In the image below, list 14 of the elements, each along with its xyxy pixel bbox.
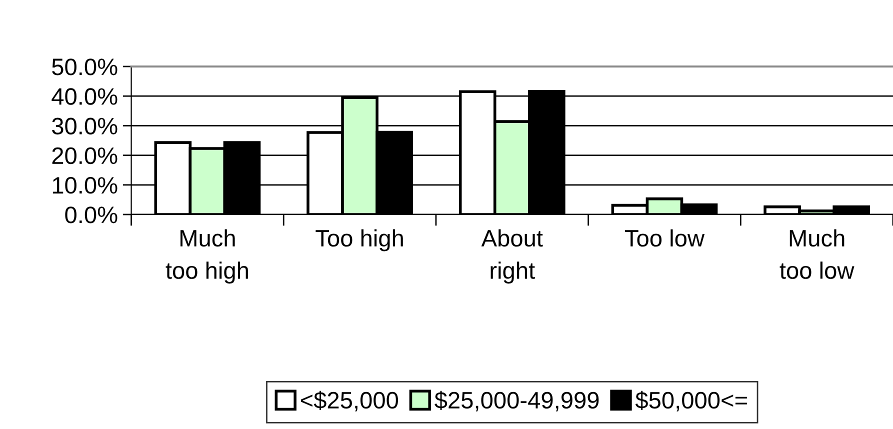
x-tick-label: Too low (624, 229, 705, 247)
x-tick-label: Too high (316, 229, 403, 252)
legend-label: $25,000-49,999 (434, 390, 599, 412)
y-tick-label: 0.0% (65, 206, 118, 224)
legend-label: $50,000<= (635, 390, 747, 412)
y-tick-label: 40.0% (52, 88, 118, 105)
y-tick-label: 50.0% (52, 58, 118, 76)
y-tick-label: 20.0% (52, 147, 118, 164)
x-tick-label: About right (481, 229, 543, 284)
y-tick-label: 10.0% (52, 176, 118, 194)
x-tick-label: Much too high (166, 229, 248, 284)
legend-label: <$25,000 (300, 390, 398, 412)
y-tick-label: 30.0% (52, 118, 118, 134)
x-tick-label: Much too low (780, 229, 854, 279)
